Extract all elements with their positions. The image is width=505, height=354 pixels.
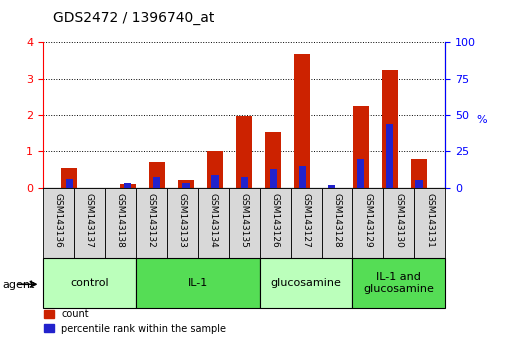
Text: GSM143136: GSM143136 xyxy=(54,193,63,248)
Bar xyxy=(105,188,135,258)
Text: GSM143138: GSM143138 xyxy=(116,193,125,248)
Bar xyxy=(148,162,165,188)
Text: GSM143127: GSM143127 xyxy=(301,193,310,248)
Bar xyxy=(298,166,306,188)
Text: GSM143134: GSM143134 xyxy=(208,193,217,248)
Bar xyxy=(43,188,74,258)
Bar xyxy=(352,106,368,188)
Text: IL-1 and
glucosamine: IL-1 and glucosamine xyxy=(363,272,433,294)
Text: GSM143137: GSM143137 xyxy=(85,193,94,248)
Bar xyxy=(327,185,334,188)
Bar xyxy=(415,181,422,188)
Bar xyxy=(269,169,276,188)
Bar xyxy=(197,188,228,258)
Bar xyxy=(290,188,321,258)
Bar xyxy=(294,54,310,188)
Bar xyxy=(135,188,167,258)
Bar xyxy=(357,159,364,188)
Bar xyxy=(135,258,259,308)
Bar xyxy=(66,179,73,188)
Bar xyxy=(381,70,397,188)
Bar xyxy=(414,188,444,258)
Bar xyxy=(153,177,160,188)
Bar xyxy=(321,188,352,258)
Bar xyxy=(211,175,218,188)
Legend: count, percentile rank within the sample: count, percentile rank within the sample xyxy=(44,309,226,334)
Bar xyxy=(385,124,393,188)
Bar xyxy=(124,183,131,188)
Text: GDS2472 / 1396740_at: GDS2472 / 1396740_at xyxy=(53,11,214,25)
Text: GSM143135: GSM143135 xyxy=(239,193,248,248)
Text: GSM143129: GSM143129 xyxy=(363,193,372,248)
Text: GSM143130: GSM143130 xyxy=(393,193,402,248)
Text: GSM143128: GSM143128 xyxy=(332,193,341,248)
Bar xyxy=(383,188,414,258)
Y-axis label: %: % xyxy=(475,115,486,125)
Text: IL-1: IL-1 xyxy=(187,278,208,288)
Bar xyxy=(61,168,77,188)
Text: glucosamine: glucosamine xyxy=(270,278,341,288)
Bar xyxy=(228,188,259,258)
Bar xyxy=(265,132,281,188)
Bar xyxy=(352,188,383,258)
Bar xyxy=(236,116,251,188)
Bar xyxy=(259,188,290,258)
Bar xyxy=(240,177,247,188)
Bar xyxy=(259,258,352,308)
Bar xyxy=(43,258,135,308)
Bar xyxy=(207,150,223,188)
Bar xyxy=(410,159,426,188)
Text: control: control xyxy=(70,278,109,288)
Text: GSM143126: GSM143126 xyxy=(270,193,279,248)
Bar xyxy=(352,258,444,308)
Bar xyxy=(119,184,135,188)
Text: GSM143132: GSM143132 xyxy=(146,193,156,248)
Bar xyxy=(167,188,197,258)
Text: agent: agent xyxy=(3,280,35,290)
Text: GSM143131: GSM143131 xyxy=(425,193,433,248)
Text: GSM143133: GSM143133 xyxy=(177,193,186,248)
Bar xyxy=(74,188,105,258)
Bar xyxy=(177,179,193,188)
Bar xyxy=(182,183,189,188)
